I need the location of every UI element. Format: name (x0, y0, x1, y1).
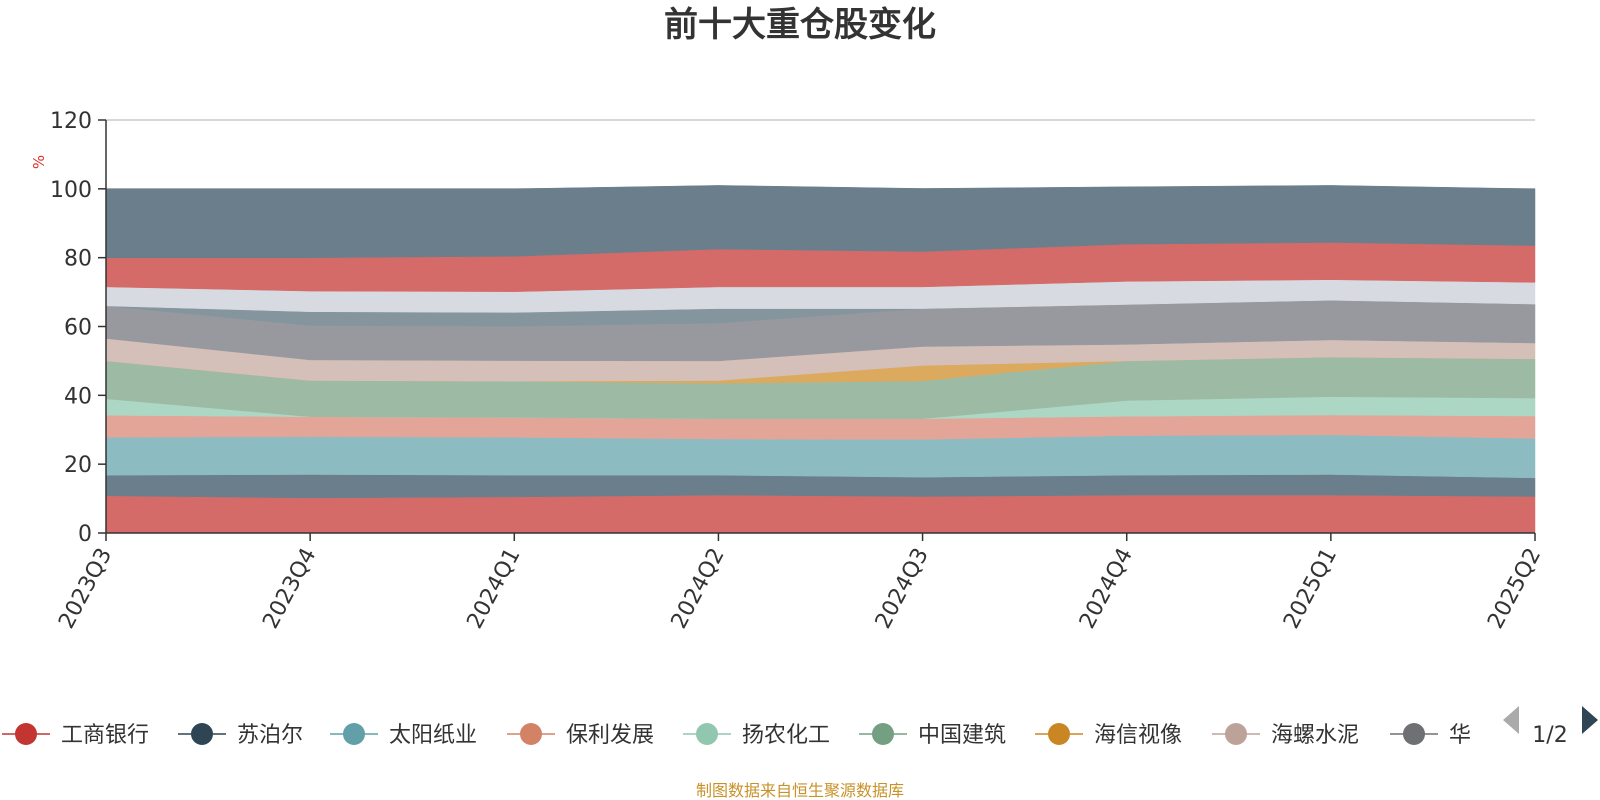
legend-label: 太阳纸业 (389, 723, 477, 748)
legend-circle-icon (696, 723, 718, 745)
area-series-2 (105, 434, 1536, 479)
area-series-1 (105, 474, 1536, 499)
x-tick-label: 2023Q3 (54, 544, 117, 633)
x-tick-label: 2024Q1 (463, 544, 526, 633)
legend-prev-page-icon[interactable] (1503, 706, 1519, 734)
legend-label: 中国建筑 (918, 723, 1006, 748)
x-tick-label: 2025Q1 (1279, 544, 1342, 633)
legend-label: 苏泊尔 (237, 723, 303, 748)
y-tick-label: 80 (64, 247, 92, 272)
x-tick-label: 2024Q4 (1075, 544, 1138, 633)
x-tick-label: 2024Q3 (871, 544, 934, 633)
legend-label: 海信视像 (1094, 723, 1182, 748)
legend-item[interactable]: 工商银行 (2, 723, 149, 748)
legend-item[interactable]: 扬农化工 (683, 723, 830, 748)
legend-item[interactable]: 保利发展 (507, 723, 654, 748)
legend-item[interactable]: 太阳纸业 (330, 723, 477, 748)
data-source-note: 制图数据来自恒生聚源数据库 (696, 781, 904, 800)
legend-circle-icon (343, 723, 365, 745)
legend-pager: 1/2 (1503, 706, 1598, 748)
x-tick-label: 2023Q4 (258, 544, 321, 633)
area-series-0 (105, 494, 1536, 534)
area-series-12 (105, 185, 1536, 258)
legend-item[interactable]: 海信视像 (1035, 723, 1182, 748)
legend-label: 华 (1449, 723, 1471, 748)
legend-circle-icon (1225, 723, 1247, 745)
legend-label: 海螺水泥 (1271, 723, 1359, 748)
legend-item[interactable]: 中国建筑 (859, 723, 1006, 748)
legend-circle-icon (1048, 723, 1070, 745)
legend-circle-icon (15, 723, 37, 745)
legend-page-indicator: 1/2 (1532, 723, 1567, 748)
y-axis-unit: % (30, 155, 48, 169)
legend-circle-icon (191, 723, 213, 745)
area-series-group (105, 185, 1536, 534)
y-tick-label: 40 (64, 384, 92, 409)
legend-item[interactable]: 华 (1390, 723, 1471, 748)
legend-next-page-icon[interactable] (1582, 706, 1598, 734)
legend-circle-icon (1403, 723, 1425, 745)
chart-title: 前十大重仓股变化 (664, 5, 936, 45)
y-tick-label: 20 (64, 453, 92, 478)
y-tick-label: 120 (50, 109, 92, 134)
legend-label: 工商银行 (61, 723, 149, 748)
y-tick-label: 0 (78, 522, 92, 547)
legend-circle-icon (520, 723, 542, 745)
legend-circle-icon (872, 723, 894, 745)
legend-label: 扬农化工 (742, 723, 830, 748)
legend: 工商银行 苏泊尔 太阳纸业 保利发展 扬农化工 中国建筑 海信视像 海螺水泥 华 (2, 723, 1471, 748)
x-tick-label: 2024Q2 (667, 544, 730, 633)
y-tick-label: 60 (64, 316, 92, 341)
y-tick-label: 100 (50, 178, 92, 203)
x-tick-label: 2025Q2 (1483, 544, 1546, 633)
legend-item[interactable]: 苏泊尔 (178, 723, 303, 748)
legend-label: 保利发展 (566, 723, 654, 748)
legend-item[interactable]: 海螺水泥 (1212, 723, 1359, 748)
